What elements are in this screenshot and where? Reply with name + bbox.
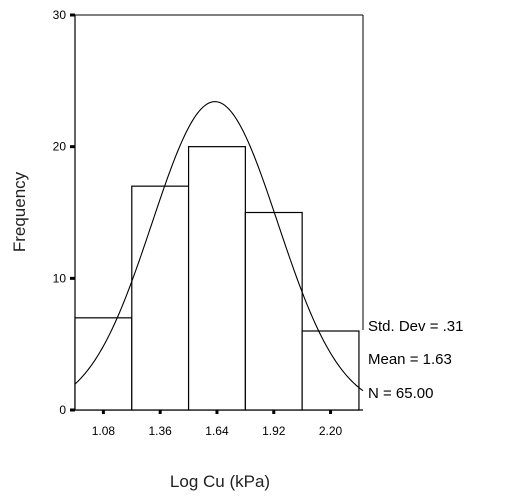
histogram-bar-3 (187, 146, 246, 411)
x-tick-label: 1.64 (205, 424, 229, 438)
normal-curve-group (74, 101, 364, 392)
stat-mean: Mean = 1.63 (368, 351, 452, 368)
histogram-bar-5 (301, 330, 360, 411)
x-tick-mark (272, 410, 276, 414)
histogram-bar-1 (74, 317, 133, 411)
x-tick-mark (329, 410, 333, 414)
y-tick-mark (70, 145, 75, 149)
y-tick-label: 20 (53, 140, 67, 154)
y-tick-label: 0 (59, 403, 66, 417)
y-tick-mark (70, 408, 75, 412)
x-tick-label: 1.36 (149, 424, 173, 438)
x-axis-title: Log Cu (kPa) (170, 472, 270, 491)
stat-std-dev: Std. Dev = .31 (368, 318, 463, 335)
x-ticks-group: 1.08 1.36 1.64 1.92 2.20 (92, 410, 343, 438)
y-tick-label: 10 (53, 271, 67, 285)
x-tick-mark (215, 410, 219, 414)
histogram-bar-4 (244, 211, 303, 411)
x-tick-label: 1.08 (92, 424, 116, 438)
stat-n: N = 65.00 (368, 385, 433, 402)
x-tick-label: 2.20 (319, 424, 343, 438)
x-tick-mark (158, 410, 162, 414)
x-tick-label: 1.92 (262, 424, 286, 438)
y-axis-title: Frequency (10, 171, 29, 252)
y-tick-mark (70, 276, 75, 280)
x-tick-mark (101, 410, 105, 414)
histogram-bar-2 (131, 185, 190, 411)
bars-group (74, 146, 360, 411)
stats-box: Std. Dev = .31 Mean = 1.63 N = 65.00 (368, 318, 463, 402)
y-tick-mark (70, 13, 75, 17)
y-tick-label: 30 (53, 8, 67, 22)
normal-curve-line (74, 101, 364, 392)
y-ticks-group: 0 10 20 30 (53, 8, 75, 417)
